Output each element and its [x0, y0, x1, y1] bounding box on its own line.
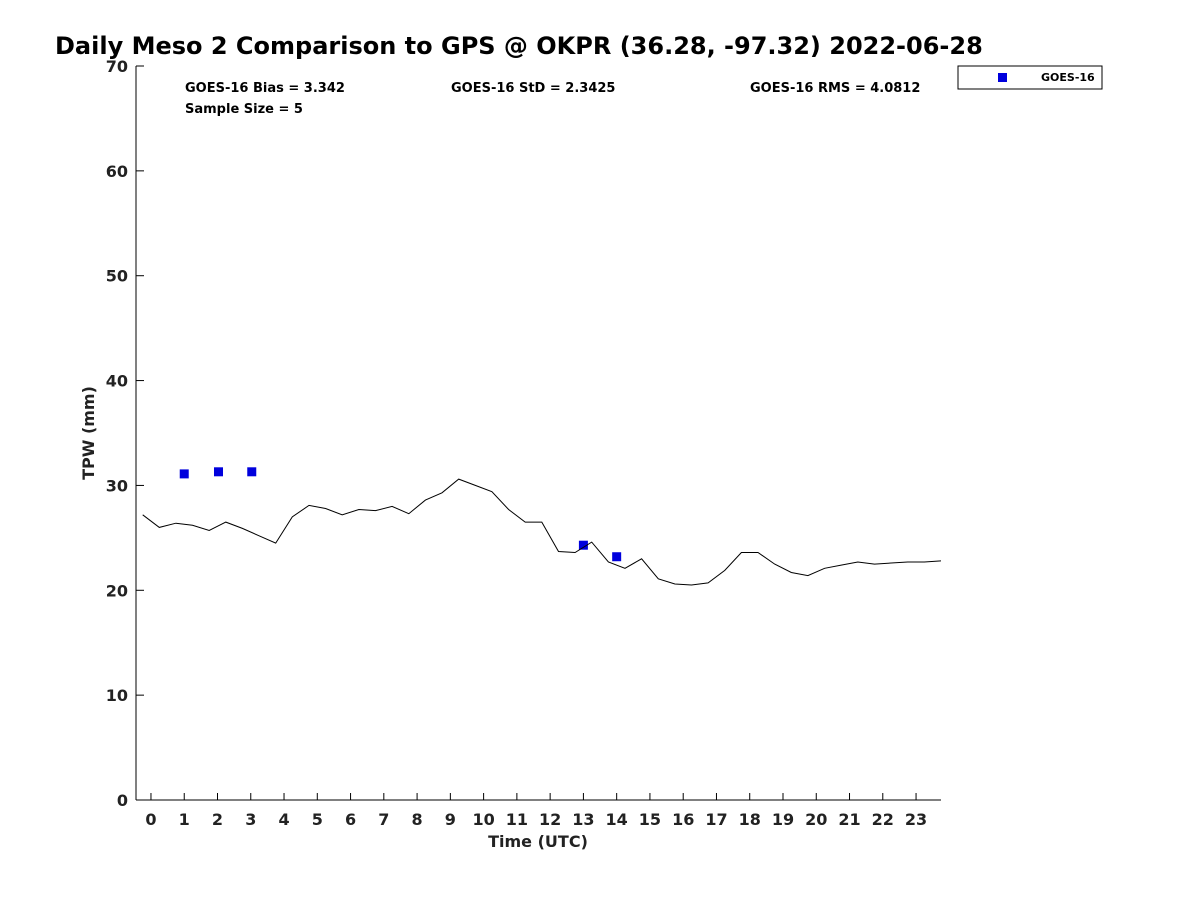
x-tick-label: 2 — [212, 810, 223, 829]
y-tick-label: 50 — [106, 267, 128, 286]
x-axis-label: Time (UTC) — [488, 832, 588, 851]
x-tick-label: 5 — [312, 810, 323, 829]
legend: GOES-16 — [957, 65, 1103, 90]
chart-title: Daily Meso 2 Comparison to GPS @ OKPR (3… — [55, 32, 983, 60]
y-axis-label: TPW (mm) — [79, 386, 98, 480]
x-tick-label: 16 — [672, 810, 694, 829]
x-tick-label: 10 — [472, 810, 494, 829]
x-tick-label: 20 — [805, 810, 827, 829]
goes16-data-point — [179, 469, 189, 479]
goes16-data-point — [213, 467, 223, 477]
y-tick-label: 70 — [106, 57, 128, 76]
x-tick-label: 1 — [179, 810, 190, 829]
x-tick-label: 8 — [412, 810, 423, 829]
y-tick-label: 0 — [117, 791, 128, 810]
x-tick-label: 23 — [905, 810, 927, 829]
goes16-data-point — [247, 467, 257, 477]
rms-stat: GOES-16 RMS = 4.0812 — [750, 81, 920, 96]
x-tick-label: 6 — [345, 810, 356, 829]
x-tick-label: 4 — [278, 810, 289, 829]
x-tick-label: 22 — [872, 810, 894, 829]
y-tick-label: 40 — [106, 372, 128, 391]
std-stat: GOES-16 StD = 2.3425 — [451, 81, 615, 96]
x-tick-label: 21 — [838, 810, 860, 829]
x-tick-label: 13 — [572, 810, 594, 829]
x-tick-label: 9 — [445, 810, 456, 829]
x-tick-label: 11 — [506, 810, 528, 829]
y-tick-label: 20 — [106, 581, 128, 600]
x-tick-label: 17 — [705, 810, 727, 829]
goes16-data-point — [578, 540, 588, 550]
goes16-data-point — [612, 552, 622, 562]
x-tick-label: 0 — [145, 810, 156, 829]
sample-size-stat: Sample Size = 5 — [185, 102, 303, 117]
legend-label-goes16: GOES-16 — [1041, 71, 1095, 84]
y-tick-label: 30 — [106, 476, 128, 495]
bias-stat: GOES-16 Bias = 3.342 — [185, 81, 345, 96]
gps-series-line — [142, 478, 942, 586]
x-tick-label: 7 — [378, 810, 389, 829]
x-tick-label: 14 — [606, 810, 628, 829]
x-tick-label: 19 — [772, 810, 794, 829]
x-tick-label: 12 — [539, 810, 561, 829]
x-tick-label: 15 — [639, 810, 661, 829]
legend-marker-goes16 — [998, 73, 1007, 82]
y-tick-label: 60 — [106, 162, 128, 181]
x-tick-label: 18 — [739, 810, 761, 829]
y-tick-label: 10 — [106, 686, 128, 705]
legend-box — [957, 65, 1103, 90]
x-tick-label: 3 — [245, 810, 256, 829]
